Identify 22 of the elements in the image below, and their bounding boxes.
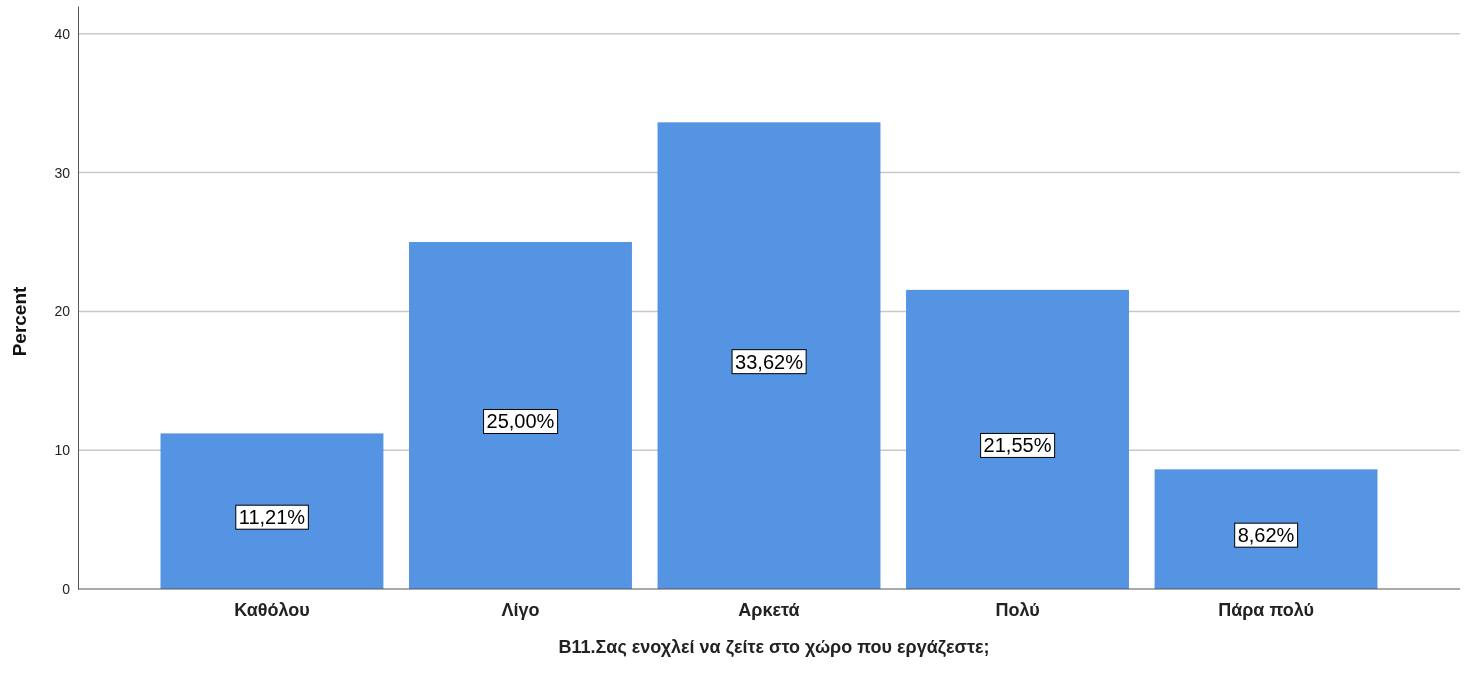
y-tick-label: 20 bbox=[54, 303, 71, 320]
y-tick-label: 10 bbox=[54, 442, 71, 459]
bar bbox=[1154, 469, 1378, 589]
x-axis-title: B11.Σας ενοχλεί να ζείτε στο χώρο που εργάζεστε; bbox=[558, 637, 990, 658]
bar bbox=[160, 433, 384, 589]
y-axis-title: Percent bbox=[9, 285, 30, 357]
y-tick-label: 30 bbox=[54, 164, 71, 181]
x-tick-label: Πολύ bbox=[995, 599, 1040, 620]
x-tick-label: Αρκετά bbox=[738, 599, 800, 620]
y-tick-label: 40 bbox=[54, 25, 71, 42]
y-tick-label: 0 bbox=[62, 580, 71, 597]
bar bbox=[906, 289, 1129, 589]
x-tick-label: Λίγο bbox=[501, 599, 540, 620]
data-label: 21,55% bbox=[983, 434, 1052, 457]
data-label: 33,62% bbox=[735, 350, 804, 373]
bar bbox=[409, 241, 632, 589]
x-tick-label: Καθόλου bbox=[234, 599, 310, 620]
data-label: 8,62% bbox=[1237, 524, 1295, 547]
x-tick-label: Πάρα πολύ bbox=[1218, 599, 1314, 620]
data-label: 11,21% bbox=[238, 506, 306, 529]
bar bbox=[657, 122, 881, 589]
data-label: 25,00% bbox=[486, 410, 555, 433]
